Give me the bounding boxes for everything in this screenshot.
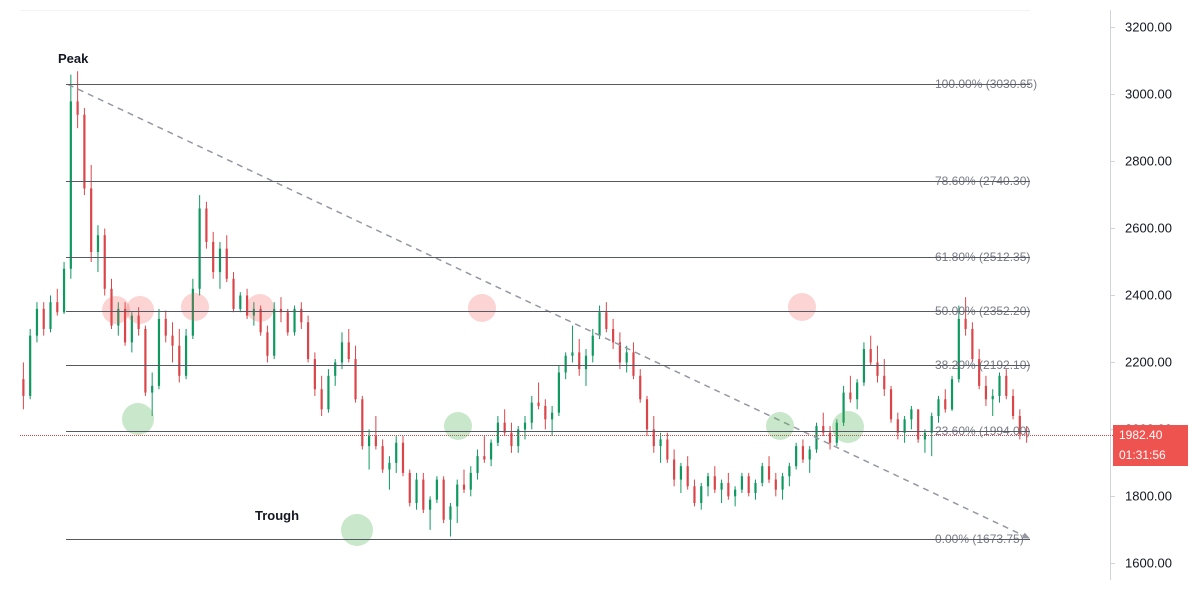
y-axis: 3200.00 3000.00 2800.00 2600.00 2400.00 2200.… bbox=[1110, 0, 1200, 600]
support-marker bbox=[766, 412, 794, 440]
fib-level-line bbox=[66, 257, 1030, 258]
current-price-value: 1982.40 bbox=[1113, 425, 1188, 445]
support-marker bbox=[341, 514, 373, 546]
resistance-marker bbox=[246, 294, 274, 322]
y-tick-label: 1800.00 bbox=[1125, 489, 1172, 504]
resistance-marker bbox=[788, 293, 816, 321]
y-tick-label: 2200.00 bbox=[1125, 355, 1172, 370]
fib-level-line bbox=[66, 365, 1030, 366]
y-tick-label: 2400.00 bbox=[1125, 288, 1172, 303]
resistance-marker bbox=[468, 294, 496, 322]
current-price-badges: 1982.40 01:31:56 bbox=[1113, 425, 1188, 466]
y-tick-label: 1600.00 bbox=[1125, 556, 1172, 571]
current-price-countdown: 01:31:56 bbox=[1113, 445, 1188, 465]
current-price-line bbox=[20, 435, 1115, 436]
fib-level-line bbox=[66, 311, 1030, 312]
chart-annotation: Trough bbox=[255, 508, 299, 523]
fib-level-line bbox=[66, 181, 1030, 182]
chart-annotation: Peak bbox=[58, 51, 88, 66]
support-marker bbox=[444, 412, 472, 440]
resistance-marker bbox=[181, 293, 209, 321]
y-tick-label: 3000.00 bbox=[1125, 86, 1172, 101]
y-tick-label: 2600.00 bbox=[1125, 220, 1172, 235]
fib-level-line bbox=[66, 431, 1030, 432]
y-tick-label: 3200.00 bbox=[1125, 19, 1172, 34]
fib-level-line bbox=[66, 84, 1030, 85]
support-marker bbox=[832, 411, 864, 443]
chart-plot-area[interactable] bbox=[20, 10, 1030, 580]
y-tick-label: 2800.00 bbox=[1125, 153, 1172, 168]
fib-level-line bbox=[66, 539, 1030, 540]
chart-svg bbox=[20, 11, 1030, 580]
